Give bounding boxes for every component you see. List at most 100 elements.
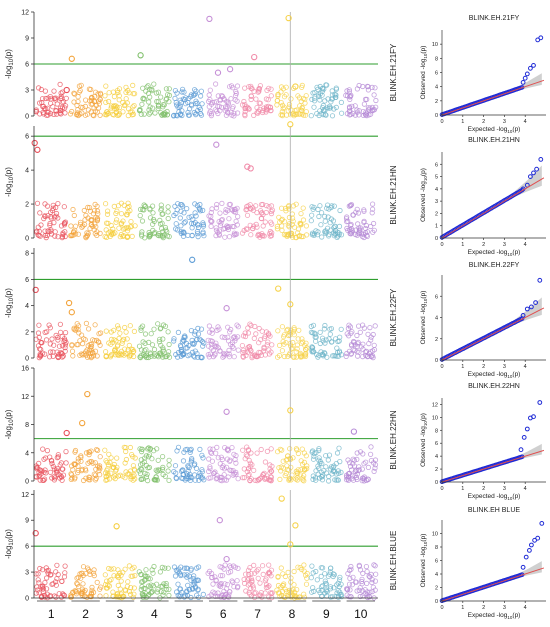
- qq-y-axis-label: Observed -log10(p): [420, 534, 428, 588]
- snp-point: [280, 334, 287, 340]
- snp-point: [43, 586, 50, 592]
- snp-point: [344, 474, 350, 480]
- snp-point: [218, 580, 224, 587]
- snp-point: [146, 339, 152, 345]
- snp-point: [157, 336, 163, 342]
- snp-point: [214, 343, 220, 349]
- qq-x-axis-label: Expected -log10(p): [468, 493, 521, 501]
- snp-point: [130, 594, 136, 600]
- snp-point: [154, 589, 160, 595]
- snp-point: [213, 225, 219, 231]
- snp-point: [333, 85, 339, 91]
- snp-point: [91, 471, 97, 477]
- snp-point: [225, 208, 231, 214]
- snp-point: [361, 474, 367, 480]
- qq-x-tick-label: 3: [503, 605, 506, 611]
- snp-point: [115, 582, 121, 589]
- snp-point: [250, 585, 257, 591]
- snp-point: [316, 447, 322, 454]
- snp-point: [288, 327, 294, 333]
- snp-point: [289, 346, 295, 352]
- snp-point: [320, 583, 326, 589]
- snp-point: [279, 227, 285, 233]
- snp-point: [286, 214, 292, 221]
- snp-point: [35, 577, 41, 583]
- snp-point: [245, 447, 251, 453]
- qq-tail-point: [535, 37, 541, 43]
- snp-point: [113, 338, 119, 344]
- snp-point: [299, 82, 305, 89]
- snp-point: [37, 477, 43, 483]
- snp-point: [103, 227, 109, 233]
- snp-point: [262, 476, 268, 482]
- qq-y-tick-label: 6: [435, 162, 438, 168]
- snp-point: [197, 201, 203, 208]
- snp-point: [131, 348, 137, 354]
- snp-point: [40, 103, 47, 109]
- snp-point: [178, 564, 184, 570]
- snp-point: [130, 104, 136, 110]
- snp-point: [319, 234, 325, 240]
- snp-point: [175, 349, 182, 356]
- snp-point: [233, 471, 239, 477]
- snp-point: [337, 334, 343, 340]
- snp-point: [171, 212, 177, 219]
- snp-point: [53, 569, 59, 575]
- snp-point: [153, 477, 159, 483]
- snp-point: [160, 354, 166, 360]
- snp-point: [360, 341, 366, 347]
- snp-point: [166, 349, 172, 355]
- snp-point: [334, 345, 340, 351]
- snp-point: [163, 86, 169, 92]
- y-axis-label: -log10(p): [4, 167, 15, 197]
- y-tick-label: 4: [25, 168, 29, 175]
- y-tick-label: 12: [21, 394, 29, 401]
- qq-y-tick-label: 8: [435, 545, 438, 551]
- snp-point: [59, 235, 65, 241]
- snp-point: [52, 229, 58, 235]
- snp-point: [347, 324, 353, 330]
- qq-y-tick-label: 0: [435, 113, 438, 119]
- snp-point: [235, 214, 241, 220]
- snp-point: [124, 212, 130, 218]
- snp-point: [67, 111, 74, 117]
- snp-point: [128, 219, 134, 225]
- snp-point: [102, 447, 108, 453]
- snp-point: [247, 564, 253, 571]
- qq-x-axis-label: Expected -log10(p): [468, 612, 521, 620]
- snp-point: [252, 594, 258, 601]
- snp-point: [213, 205, 220, 211]
- snp-point: [316, 93, 322, 100]
- qq-tail-point: [524, 306, 530, 312]
- snp-point: [222, 334, 228, 341]
- snp-point: [83, 450, 90, 456]
- snp-point: [125, 205, 131, 211]
- plot-area: [34, 368, 378, 481]
- qq-y-tick-label: 2: [435, 99, 438, 105]
- snp-point: [235, 324, 241, 330]
- snp-point: [269, 590, 275, 596]
- qq-x-tick-label: 1: [461, 605, 464, 611]
- qq-tail-point: [531, 63, 536, 68]
- snp-point: [118, 578, 124, 584]
- snp-point: [292, 234, 299, 240]
- snp-point: [72, 476, 78, 482]
- snp-point: [158, 94, 164, 100]
- qq-points: [439, 157, 544, 240]
- snp-point: [251, 562, 257, 569]
- snp-point: [130, 111, 136, 118]
- snp-point: [149, 567, 155, 573]
- snp-point: [258, 336, 264, 343]
- snp-point: [280, 458, 286, 464]
- snp-point: [70, 467, 76, 473]
- snp-point: [372, 85, 378, 91]
- snp-point: [232, 456, 238, 463]
- snp-point: [147, 110, 153, 116]
- snp-point: [184, 565, 190, 571]
- snp-point: [115, 574, 121, 581]
- snp-point: [139, 461, 146, 467]
- qq-y-tick-label: 0: [435, 236, 438, 242]
- snp-point: [316, 446, 322, 452]
- snp-point: [248, 83, 254, 89]
- snp-point: [319, 88, 325, 94]
